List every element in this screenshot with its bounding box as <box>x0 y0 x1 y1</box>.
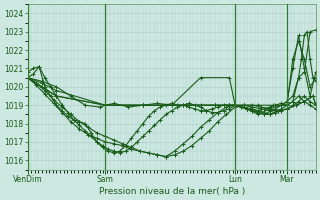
X-axis label: Pression niveau de la mer( hPa ): Pression niveau de la mer( hPa ) <box>99 187 245 196</box>
